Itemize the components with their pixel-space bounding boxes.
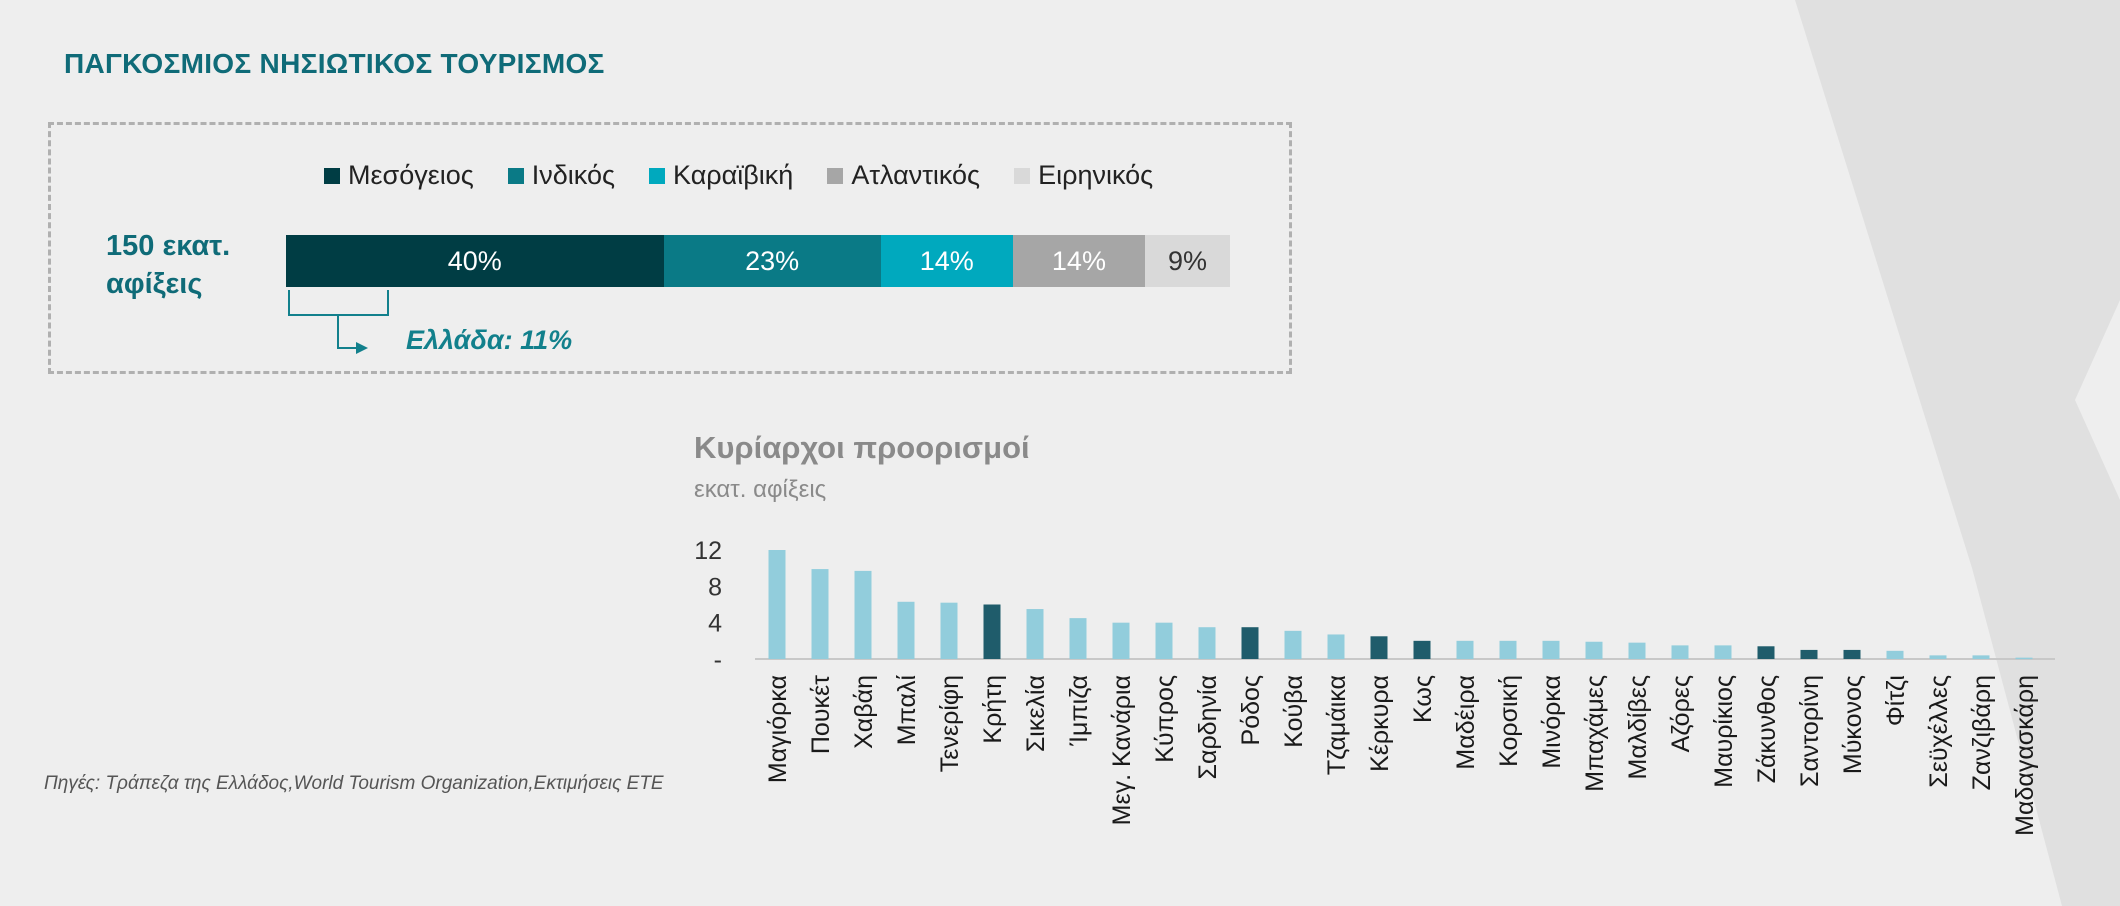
legend-swatch: [1014, 167, 1031, 184]
bar-23: [1714, 645, 1732, 659]
x-tick-label: Μαδέιρα: [1452, 675, 1480, 770]
share-segment: 40%: [286, 235, 664, 287]
source-note: Πηγές: Τράπεζα της Ελλάδος,World Tourism…: [44, 773, 664, 794]
bar-30: [2015, 657, 2033, 660]
x-tick-label: Κως: [1409, 675, 1437, 723]
x-tick-label: Μπαλί: [893, 675, 921, 746]
x-tick-label: Μπαχάμες: [1581, 675, 1609, 792]
share-segment: 23%: [663, 235, 881, 287]
world-island-share-panel: [48, 122, 1292, 374]
bar-18: [1499, 640, 1517, 659]
x-tick-label: Ρόδος: [1237, 675, 1265, 745]
destinations-subtitle: εκατ. αφίξεις: [694, 476, 827, 503]
greece-share-label: Ελλάδα: 11%: [406, 325, 573, 355]
x-tick-label: Φίτζι: [1882, 675, 1910, 726]
x-tick-label: Κρήτη: [979, 675, 1007, 744]
bar-2: [811, 569, 829, 659]
x-tick-label: Σαρδηνία: [1194, 675, 1222, 779]
x-tick-label: Τενερίφη: [936, 675, 964, 772]
legend-label: Καραϊβική: [673, 160, 794, 190]
bar-21: [1628, 642, 1646, 659]
bar-19: [1542, 640, 1560, 659]
bar-11: [1198, 627, 1216, 659]
legend-item: Μεσόγειος: [324, 160, 474, 191]
bar-7: [1026, 609, 1044, 659]
bar-20: [1585, 641, 1603, 659]
legend-label: Ινδικός: [531, 160, 616, 190]
x-tick-label: Κέρκυρα: [1366, 675, 1394, 772]
bar-8: [1069, 618, 1087, 659]
bar-9: [1112, 622, 1130, 659]
bar-14: [1327, 634, 1345, 659]
x-tick-label: Μύκονος: [1839, 675, 1867, 774]
page-title: ΠΑΓΚΟΣΜΙΟΣ ΝΗΣΙΩΤΙΚΟΣ ΤΟΥΡΙΣΜΟΣ: [64, 48, 605, 79]
bar-29: [1972, 655, 1990, 659]
x-tick-label: Σαντορίνη: [1796, 675, 1824, 787]
share-legend: Μεσόγειος Ινδικός Καραϊβική Ατλαντικός Ειρην…: [324, 160, 1153, 191]
bar-17: [1456, 640, 1474, 659]
x-tick-label: Μαδαγασκάρη: [2011, 675, 2039, 836]
destinations-title: Κυρίαρχοι προορισμοί: [694, 430, 1030, 465]
bar-10: [1155, 622, 1173, 659]
x-tick-label: Ίμπιζα: [1065, 675, 1093, 747]
bar-13: [1284, 630, 1302, 659]
bar-1: [768, 550, 786, 659]
total-arrivals-label: 150 εκατ. αφίξεις: [106, 230, 231, 300]
bar-3: [854, 570, 872, 659]
legend-swatch: [324, 167, 340, 184]
share-segment: 14%: [880, 235, 1013, 287]
x-tick-label: Κύπρος: [1151, 675, 1179, 763]
bar-24: [1757, 646, 1775, 659]
x-tick-label: Πουκέτ: [807, 675, 835, 754]
legend-label: Ατλαντικός: [851, 160, 981, 190]
legend-swatch: [507, 167, 524, 184]
y-tick-label: -: [714, 646, 722, 674]
stacked-share-bar: 40% 23% 14% 14% 9%: [286, 235, 1230, 287]
x-tick-label: Μαυρίκιος: [1710, 675, 1738, 788]
legend-swatch: [827, 167, 844, 184]
x-tick-label: Σικελία: [1022, 675, 1050, 752]
legend-item: Καραϊβική: [649, 160, 793, 191]
x-tick-label: Μαλδίβες: [1624, 675, 1652, 779]
bar-4: [897, 601, 915, 659]
bar-6: [983, 604, 1001, 659]
bar-22: [1671, 645, 1689, 659]
y-tick-label: 8: [708, 573, 722, 601]
x-tick-label: Τζαμάικα: [1323, 675, 1351, 775]
legend-item: Ατλαντικός: [827, 160, 980, 191]
y-tick-label: 4: [708, 610, 722, 638]
x-tick-label: Χαβάη: [850, 675, 878, 749]
share-segment: 9%: [1145, 235, 1230, 287]
greece-bracket-arrow: [288, 290, 389, 354]
legend-item: Ινδικός: [507, 160, 616, 191]
bar-25: [1800, 649, 1818, 659]
bar-27: [1886, 650, 1904, 659]
legend-swatch: [649, 167, 666, 184]
x-tick-label: Κορσική: [1495, 675, 1523, 767]
legend-label: Μεσόγειος: [348, 160, 474, 190]
x-tick-label: Ζανζιβάρη: [1968, 675, 1996, 790]
bar-16: [1413, 640, 1431, 659]
x-tick-label: Μεγ. Κανάρια: [1108, 675, 1136, 825]
bar-5: [940, 602, 958, 659]
bar-28: [1929, 655, 1947, 659]
y-tick-label: 12: [694, 537, 722, 565]
x-tick-label: Σεϋχέλλες: [1925, 675, 1953, 788]
x-tick-label: Μαγιόρκα: [764, 675, 792, 783]
x-tick-label: Ζάκυνθος: [1753, 675, 1781, 783]
legend-item: Ειρηνικός: [1014, 160, 1153, 191]
legend-label: Ειρηνικός: [1038, 160, 1154, 190]
bar-12: [1241, 627, 1259, 659]
x-tick-label: Μινόρκα: [1538, 675, 1566, 769]
x-tick-label: Κούβα: [1280, 675, 1308, 748]
share-segment: 14%: [1012, 235, 1146, 287]
bar-15: [1370, 636, 1388, 659]
x-tick-label: Αζόρες: [1667, 675, 1695, 752]
bar-26: [1843, 649, 1861, 659]
